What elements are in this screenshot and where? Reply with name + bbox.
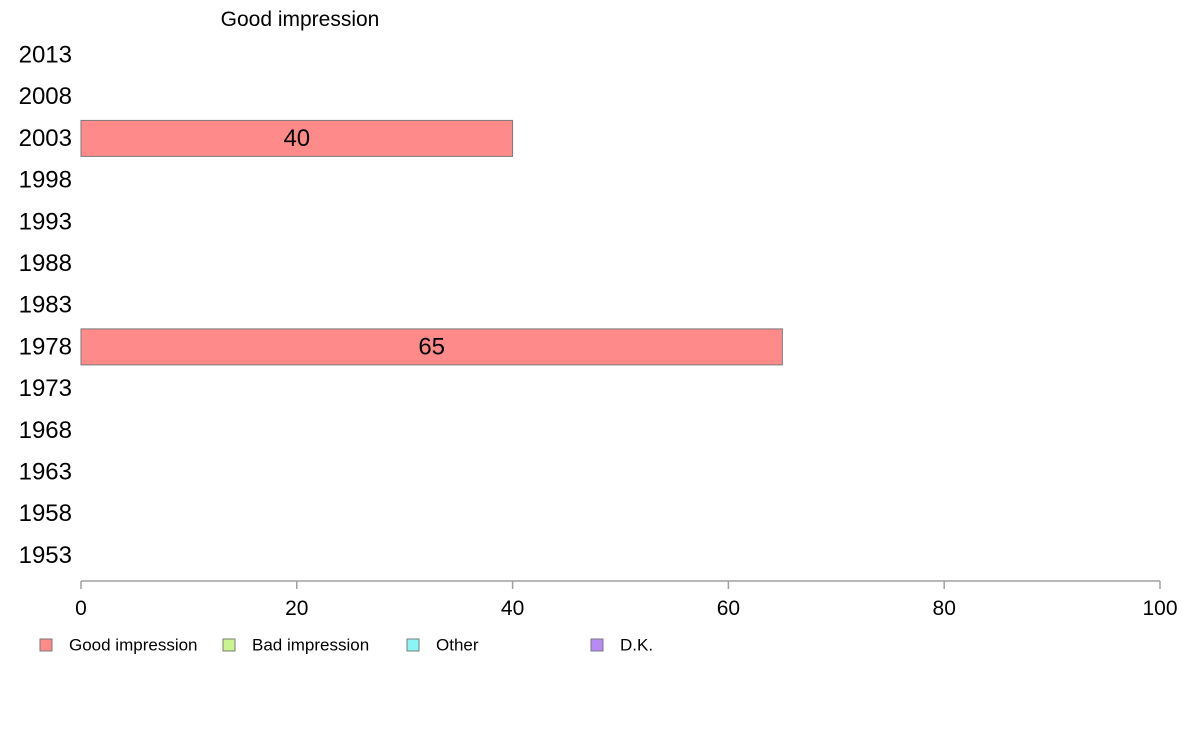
category-label: 1983 [19,292,72,319]
x-tick-label: 80 [933,597,956,620]
legend-label: D.K. [620,636,653,655]
legend-label: Other [436,636,479,655]
legend-item: Good impression [39,636,198,655]
bar [80,119,514,157]
legend-item: Bad impression [222,636,369,655]
category-label: 2003 [19,125,72,152]
legend-item: Other [406,636,479,655]
category-label: 1953 [19,542,72,569]
category-label: 1963 [19,459,72,486]
category-labels: 2013 2008 2003 1998 1993 1988 1983 1978 1973 1968… [19,42,72,569]
legend-swatch [406,638,420,652]
legend-swatch [39,638,53,652]
category-label: 1993 [19,208,72,235]
category-label: 2013 [19,42,72,69]
bar-value-label: 65 [418,333,445,360]
x-tick-label: 20 [285,597,308,620]
category-label: 1973 [19,375,72,402]
legend-label: Bad impression [252,636,369,655]
category-label: 1988 [19,250,72,277]
x-tick-label: 60 [717,597,740,620]
bars: 40 65 [80,119,783,366]
legend-item: D.K. [590,636,653,655]
x-tick-label: 40 [501,597,524,620]
legend-swatch [222,638,236,652]
x-axis: 0 20 40 60 80 100 [75,580,1178,620]
x-tick-label: 100 [1142,597,1177,620]
category-label: 1958 [19,500,72,527]
bar [80,328,783,366]
legend-swatch [590,638,604,652]
category-label: 1998 [19,167,72,194]
x-tick-label: 0 [75,597,87,620]
category-label: 1978 [19,333,72,360]
bar-value-label: 40 [283,125,310,152]
chart-title: Good impression [221,8,380,31]
category-label: 1968 [19,417,72,444]
legend: Good impression Bad impression Other D.K. [39,636,653,655]
category-label: 2008 [19,83,72,110]
legend-label: Good impression [69,636,198,655]
